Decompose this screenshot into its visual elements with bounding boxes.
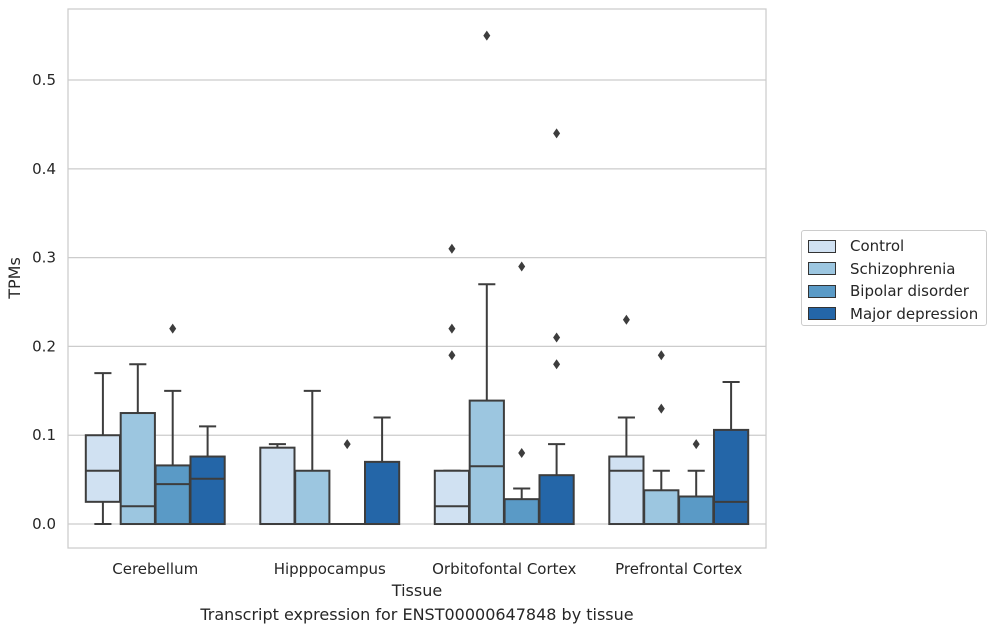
- outlier-point: [448, 323, 456, 334]
- y-tick-label: 0.2: [32, 337, 56, 355]
- y-tick-label: 0.5: [32, 71, 56, 89]
- outlier-point: [448, 243, 456, 254]
- outlier-point: [483, 30, 491, 41]
- box: [712, 428, 750, 526]
- x-tick-label: Prefrontal Cortex: [615, 560, 742, 578]
- chart-caption: Transcript expression for ENST0000064784…: [200, 605, 634, 624]
- box: [643, 489, 680, 526]
- box: [154, 464, 191, 526]
- outlier-point: [518, 447, 526, 458]
- box: [363, 460, 401, 526]
- box: [538, 474, 575, 526]
- y-tick-label: 0.3: [32, 249, 56, 267]
- legend-item-schizophrenia: Schizophrenia: [808, 258, 986, 281]
- y-tick-label: 0.4: [32, 160, 56, 178]
- box: [119, 412, 156, 526]
- legend-label-major-depression: Major depression: [850, 304, 979, 323]
- outlier-point: [553, 128, 561, 139]
- plot-area-frame: [67, 8, 767, 549]
- legend-item-control: Control: [808, 235, 986, 258]
- y-axis-label: TPMs: [5, 257, 24, 300]
- outlier-point: [553, 332, 561, 343]
- axes: 0.0 0.1 0.2 0.3 0.4 0.5 Cerebellum Hipppocampus…: [32, 71, 742, 578]
- box: [433, 469, 471, 526]
- y-tick-label: 0.0: [32, 515, 56, 533]
- box: [189, 455, 226, 526]
- outlier-point: [553, 359, 561, 370]
- series-control: [84, 243, 645, 526]
- legend-swatch-schizophrenia: [808, 262, 836, 276]
- outlier-point: [343, 439, 351, 450]
- legend-label-control: Control: [850, 237, 905, 256]
- outlier-point: [657, 403, 665, 414]
- box: [678, 495, 715, 526]
- y-tick-label: 0.1: [32, 426, 56, 444]
- legend-item-bipolar-disorder: Bipolar disorder: [808, 280, 986, 303]
- box: [468, 399, 505, 526]
- legend: Control Schizophrenia Bipolar disorder M…: [801, 230, 987, 326]
- outlier-point: [518, 261, 526, 272]
- outlier-point: [692, 439, 700, 450]
- series-bipolar-disorder: [154, 261, 715, 526]
- series-schizophrenia: [119, 30, 680, 526]
- box: [503, 498, 540, 526]
- legend-swatch-bipolar-disorder: [808, 284, 836, 298]
- outlier-point: [169, 323, 177, 334]
- box: [84, 434, 122, 503]
- legend-label-bipolar-disorder: Bipolar disorder: [850, 282, 969, 301]
- box: [294, 469, 331, 526]
- box-series: [84, 30, 750, 526]
- legend-swatch-major-depression: [808, 307, 836, 321]
- box: [259, 446, 296, 526]
- outlier-point: [448, 350, 456, 361]
- outlier-point: [622, 314, 630, 325]
- legend-swatch-control: [808, 239, 836, 253]
- x-axis-label: Tissue: [391, 581, 442, 600]
- legend-item-major-depression: Major depression: [808, 303, 986, 326]
- outlier-point: [657, 350, 665, 361]
- series-major-depression: [189, 128, 750, 526]
- legend-label-schizophrenia: Schizophrenia: [850, 259, 956, 278]
- x-tick-label: Hipppocampus: [274, 560, 386, 578]
- box: [608, 455, 645, 526]
- x-tick-label: Cerebellum: [112, 560, 198, 578]
- x-tick-label: Orbitofontal Cortex: [432, 560, 576, 578]
